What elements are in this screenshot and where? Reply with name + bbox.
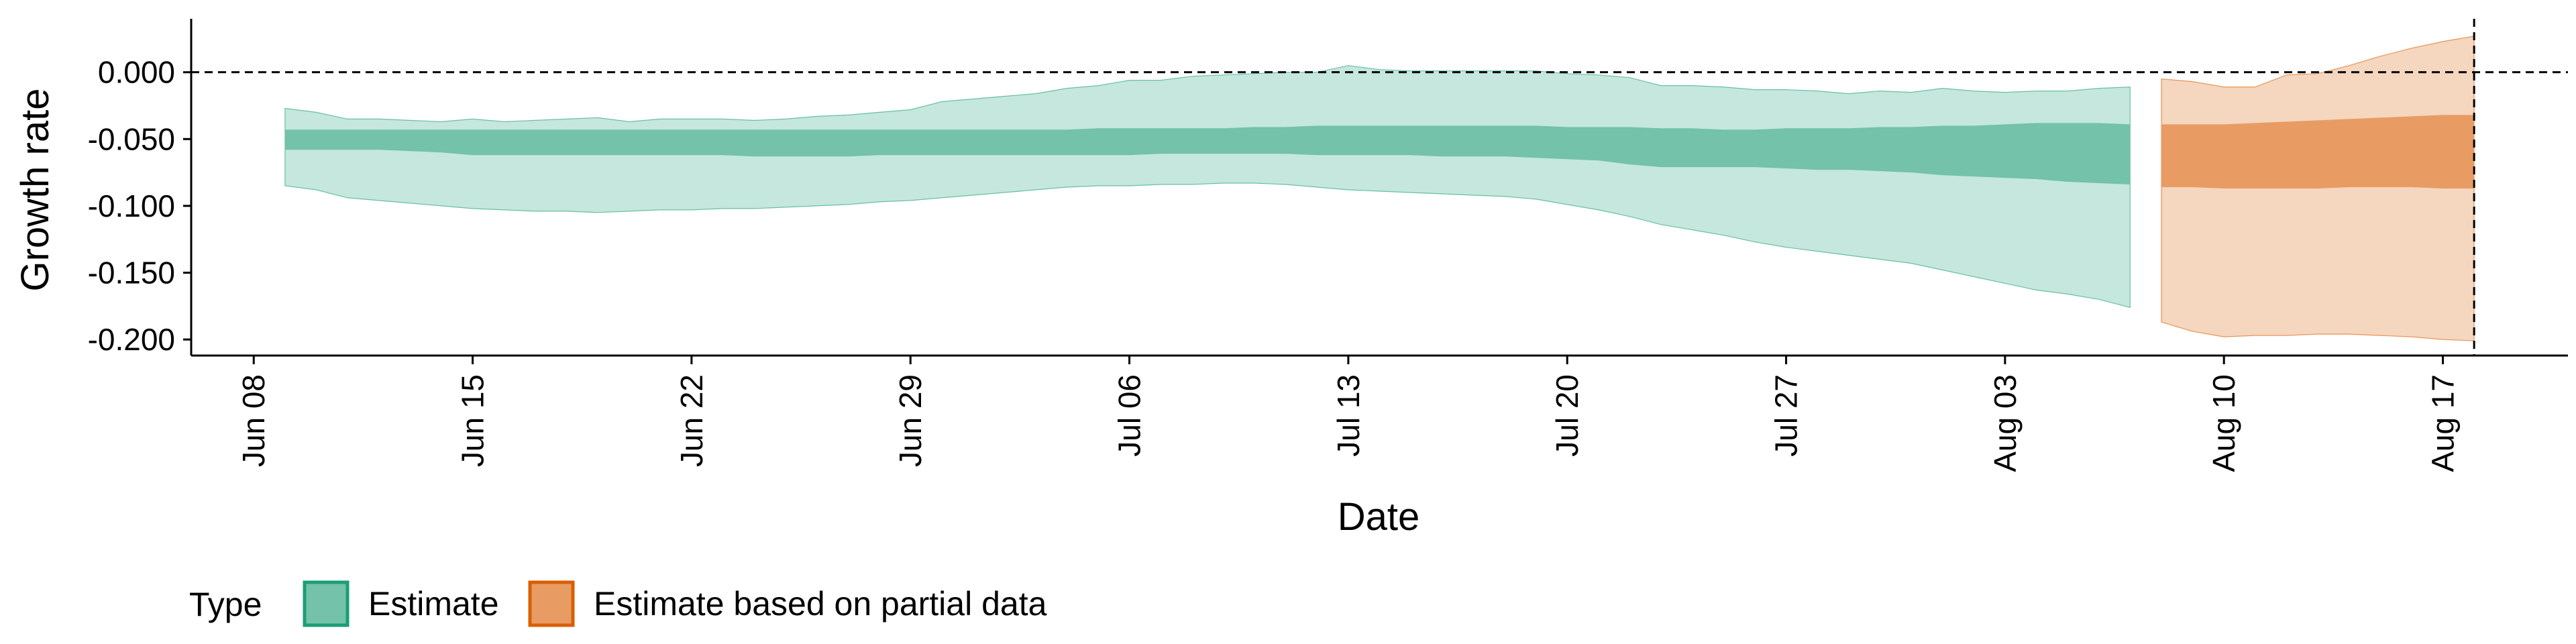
legend-title: Type [189,586,262,623]
legend-swatch-partial [528,580,575,627]
estimate-outer-band [284,65,2131,309]
x-tick-label: Jul 27 [1769,374,1804,457]
legend-label-partial: Estimate based on partial data [594,585,1047,623]
x-tick-label: Jul 20 [1550,374,1585,457]
reference-lines [191,19,2568,356]
ribbon-bands [284,36,2475,341]
x-tick-label: Aug 17 [2426,374,2461,472]
legend: Type Estimate Estimate based on partial … [189,580,1047,627]
x-tick-label: Aug 10 [2206,374,2241,472]
estimate-inner-band [284,123,2131,184]
x-tick-label: Jul 13 [1331,374,1366,457]
partial-inner-band [2161,115,2475,189]
axes [190,19,2568,357]
x-tick-label: Jun 29 [893,374,928,467]
y-axis-ticks: 0.000 -0.050 -0.100 -0.150 -0.200 [88,55,191,357]
legend-swatch-estimate [303,580,350,627]
y-tick-label: -0.200 [88,322,175,357]
x-tick-label: Jun 22 [674,374,709,467]
legend-label-estimate: Estimate [368,585,499,623]
y-tick-label: -0.050 [88,121,175,156]
x-axis-title: Date [1338,495,1420,539]
x-axis-ticks: Jun 08 Jun 15 Jun 22 Jun 29 Jul 06 Jul 13 Jul … [236,356,2461,472]
x-tick-label: Jun 08 [236,374,271,467]
y-axis-title: Growth rate [13,89,57,292]
y-tick-label: -0.100 [88,189,175,223]
y-tick-label: 0.000 [98,55,175,90]
x-tick-label: Jul 06 [1112,374,1147,457]
x-tick-label: Jun 15 [455,374,490,467]
y-tick-label: -0.150 [88,255,175,290]
x-tick-label: Aug 03 [1988,374,2023,472]
